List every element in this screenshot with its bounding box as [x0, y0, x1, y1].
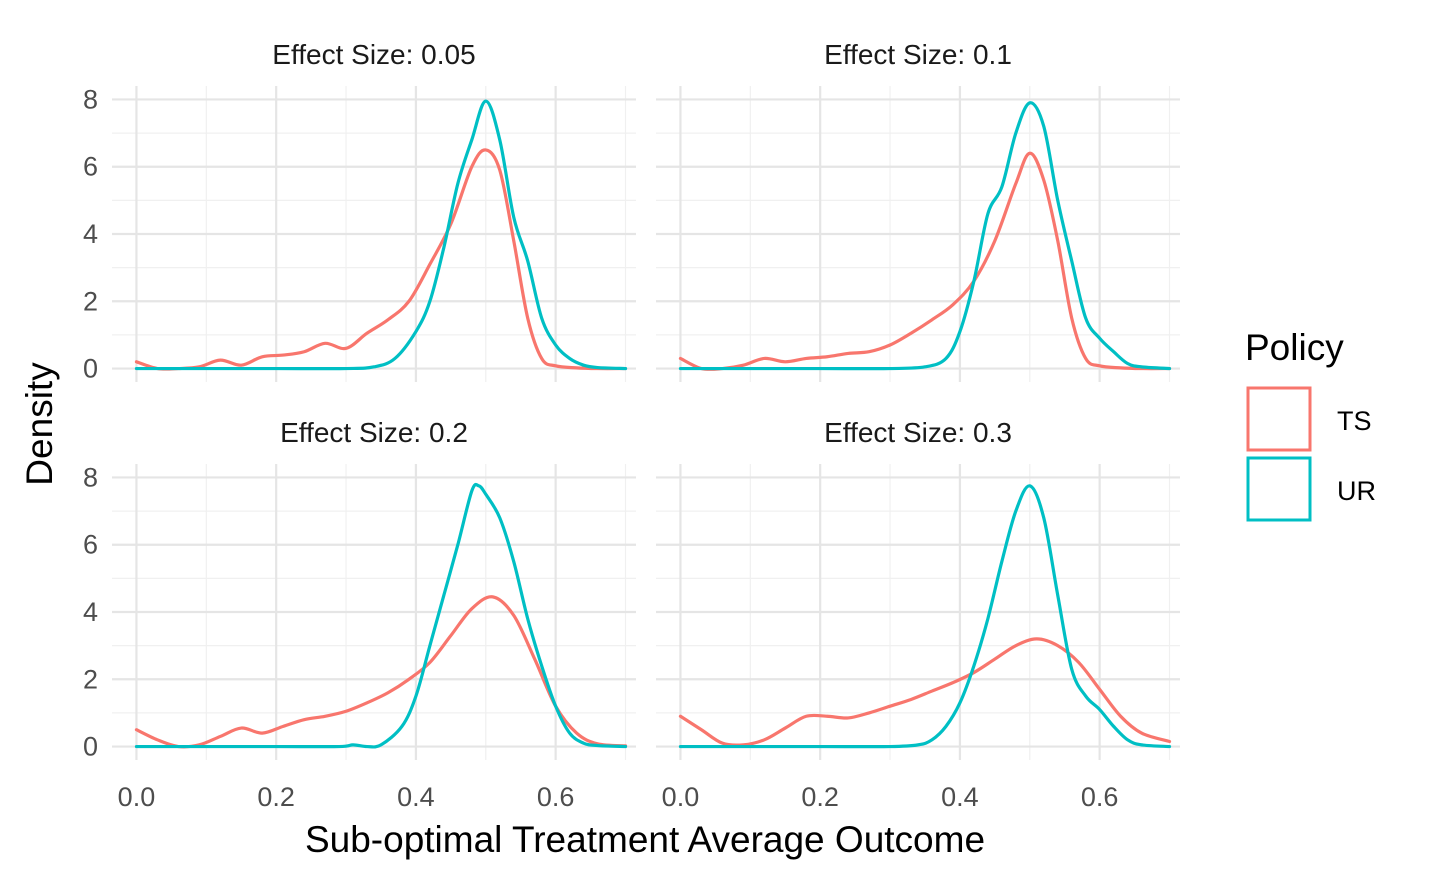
- x-axis-title: Sub-optimal Treatment Average Outcome: [305, 819, 985, 860]
- x-tick-label: 0.6: [1081, 782, 1119, 812]
- legend-label-ur: UR: [1337, 476, 1376, 506]
- panel-title: Effect Size: 0.2: [280, 417, 468, 448]
- panel-4: Effect Size: 0.3 0.0 0.2 0.4 0.6: [656, 417, 1180, 812]
- legend-key-ts: [1246, 386, 1312, 452]
- panel-2: Effect Size: 0.1: [656, 39, 1180, 382]
- y-tick-label: 2: [83, 664, 98, 694]
- y-tick-label: 8: [83, 462, 98, 492]
- x-tick-label: 0.4: [397, 782, 435, 812]
- x-tick-label: 0.2: [801, 782, 839, 812]
- y-axis-title: Density: [19, 362, 60, 486]
- panel-title: Effect Size: 0.1: [824, 39, 1012, 70]
- minor-grid: [112, 86, 636, 382]
- y-tick-label: 4: [83, 597, 98, 627]
- y-tick-label: 0: [83, 732, 98, 762]
- panel-title: Effect Size: 0.3: [824, 417, 1012, 448]
- x-tick-label: 0.0: [662, 782, 700, 812]
- legend-entry-ur: UR: [1246, 456, 1376, 522]
- panel-title: Effect Size: 0.05: [272, 39, 475, 70]
- y-tick-label: 0: [83, 354, 98, 384]
- y-tick-label: 8: [83, 84, 98, 114]
- density-line-ts-panel-1: [134, 148, 628, 371]
- density-line-ur-panel-4: [678, 484, 1172, 749]
- density-line-ur-panel-3: [134, 482, 628, 749]
- x-tick-label: 0.2: [257, 782, 295, 812]
- legend-title: Policy: [1245, 327, 1344, 368]
- legend-label-ts: TS: [1337, 406, 1372, 436]
- legend-key-ur: [1246, 456, 1312, 522]
- minor-grid: [656, 464, 1180, 760]
- density-line-ts-panel-2: [678, 151, 1172, 372]
- density-line-ts-panel-4: [678, 637, 1172, 747]
- density-line-ur-panel-1: [134, 99, 628, 371]
- legend: Policy TS UR: [1245, 327, 1376, 522]
- legend-entry-ts: TS: [1246, 386, 1372, 452]
- y-tick-label: 6: [83, 152, 98, 182]
- x-tick-label: 0.0: [118, 782, 156, 812]
- major-grid: [656, 464, 1180, 760]
- major-grid: [112, 464, 636, 760]
- y-tick-label: 6: [83, 530, 98, 560]
- x-tick-label: 0.4: [941, 782, 979, 812]
- panel-1: Effect Size: 0.05 0 2 4 6 8: [83, 39, 636, 384]
- panel-3: Effect Size: 0.2 0 2 4 6 8 0.0 0.2 0.4 0.6: [83, 417, 636, 812]
- y-tick-label: 2: [83, 286, 98, 316]
- major-grid: [656, 86, 1180, 382]
- major-grid: [112, 86, 636, 382]
- y-tick-label: 4: [83, 219, 98, 249]
- density-line-ur-panel-2: [678, 101, 1172, 371]
- density-line-ts-panel-3: [134, 595, 628, 749]
- x-tick-label: 0.6: [537, 782, 575, 812]
